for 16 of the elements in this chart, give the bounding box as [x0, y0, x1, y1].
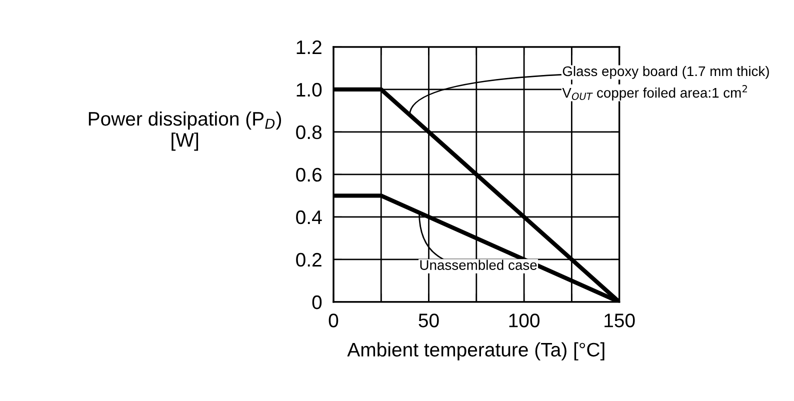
- x-tick-label: 100: [509, 314, 540, 328]
- y-tick-label: 0.2: [296, 252, 322, 267]
- x-axis-title: Ambient temperature (Ta) [°C]: [347, 342, 604, 360]
- y-tick-label: 0.6: [296, 168, 322, 182]
- x-tick-label: 0: [328, 314, 338, 328]
- annotation: Glass epoxy board (1.7 mm thick): [562, 66, 769, 79]
- annotation: Unassembled case: [420, 260, 537, 270]
- text: Power dissipation (P$_{D}$) [W]: [88, 111, 282, 151]
- x-tick-label: 50: [418, 314, 439, 328]
- y-tick-label: 1.2: [296, 40, 322, 54]
- y-tick-label: 0.8: [296, 125, 322, 140]
- y-tick-label: 0: [312, 295, 322, 310]
- annotation: V$_{OUT}$ copper foiled area:1 cm$^{2}$: [562, 85, 747, 100]
- x-tick-label: 150: [604, 314, 635, 328]
- y-tick-label: 0.4: [296, 210, 322, 224]
- y-tick-label: 1.0: [296, 82, 322, 97]
